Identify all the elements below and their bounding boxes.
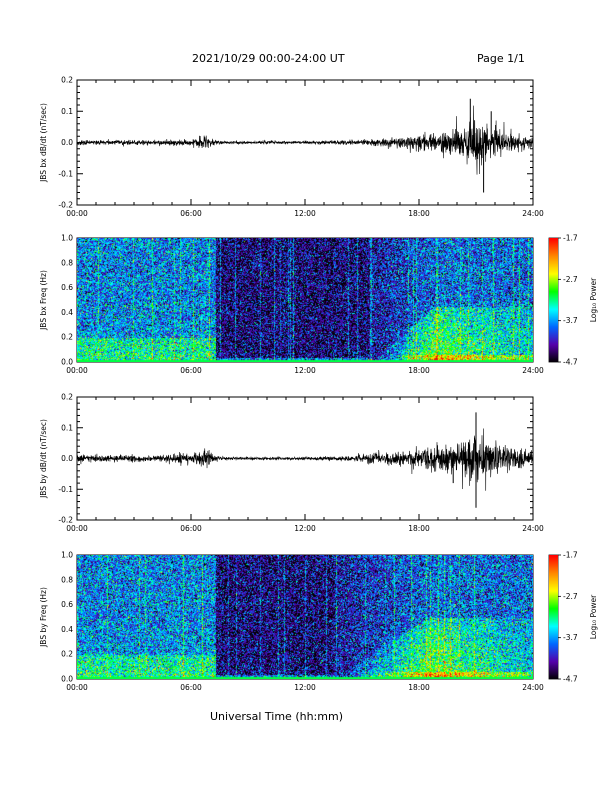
y-tick-label: 0.2	[61, 393, 73, 402]
x-tick-label: 24:00	[522, 366, 544, 375]
x-tick-label: 06:00	[180, 524, 202, 533]
dbdt-trace	[76, 428, 534, 491]
y-tick-label: 0.1	[61, 107, 73, 116]
x-tick-label: 06:00	[180, 366, 202, 375]
colorbar-tick-label: -4.7	[563, 675, 578, 684]
panel-2-axes: 00:00 06:00 12:00 18:00 24:00 0.2 0.1 0.0 -0.1 -0…	[39, 393, 544, 534]
x-tick-label: 12:00	[294, 366, 316, 375]
y-tick-label: 0.0	[61, 675, 73, 684]
x-tick-label: 24:00	[522, 209, 544, 218]
x-tick-label: 06:00	[180, 209, 202, 218]
y-tick-label: 0.6	[61, 283, 73, 292]
colorbar-tick-label: -1.7	[563, 234, 578, 243]
colorbar	[549, 555, 558, 679]
y-tick-label: -0.2	[58, 201, 73, 210]
page-indicator: Page 1/1	[477, 52, 525, 65]
colorbar-tick-label: -3.7	[563, 316, 578, 325]
colorbar-tick-label: -2.7	[563, 592, 578, 601]
y-tick-label: 0.4	[61, 308, 73, 317]
y-tick-label: 1.0	[61, 234, 73, 243]
y-tick-label: 0.0	[61, 138, 73, 147]
colorbar-tick-label: -2.7	[563, 275, 578, 284]
x-tick-label: 12:00	[294, 683, 316, 692]
x-tick-label: 18:00	[408, 209, 430, 218]
x-tick-label: 24:00	[522, 524, 544, 533]
y-tick-label: 1.0	[61, 551, 73, 560]
x-tick-label: 06:00	[180, 683, 202, 692]
x-tick-label: 12:00	[294, 524, 316, 533]
colorbar-tick-label: -4.7	[563, 358, 578, 367]
date-range-title: 2021/10/29 00:00-24:00 UT	[192, 52, 345, 65]
panel-0-axes: 00:00 06:00 12:00 18:00 24:00 0.2 0.1 0.0 -0.1 -0…	[39, 76, 544, 219]
x-tick-label: 18:00	[408, 366, 430, 375]
y-axis-label: JBS bx Freq (Hz)	[39, 270, 48, 331]
x-tick-label: 00:00	[66, 683, 88, 692]
colorbar	[549, 238, 558, 362]
x-tick-label: 12:00	[294, 209, 316, 218]
y-tick-label: 0.2	[61, 76, 73, 85]
series-group	[76, 412, 534, 508]
y-tick-label: -0.1	[58, 485, 73, 494]
y-axis-label: JBS bx dB/dt (nT/sec)	[39, 103, 48, 183]
y-axis-label: JBS by Freq (Hz)	[39, 587, 48, 648]
y-tick-label: 0.0	[61, 358, 73, 367]
y-tick-label: -0.1	[58, 169, 73, 178]
y-tick-label: 0.8	[61, 258, 73, 267]
x-tick-label: 00:00	[66, 209, 88, 218]
colorbar-label: Log₁₀ Power	[589, 594, 598, 639]
colorbar-label: Log₁₀ Power	[589, 277, 598, 322]
y-axis-label: JBS by dB/dt (nT/sec)	[39, 419, 48, 499]
colorbar-tick-label: -1.7	[563, 551, 578, 560]
x-tick-label: 18:00	[408, 683, 430, 692]
x-tick-label: 00:00	[66, 524, 88, 533]
y-tick-label: 0.2	[61, 650, 73, 659]
colorbar-tick-label: -3.7	[563, 633, 578, 642]
spectrogram-heatmap	[77, 238, 533, 362]
y-tick-label: 0.4	[61, 625, 73, 634]
dbdt-trace	[76, 105, 534, 175]
spectrogram-heatmap	[77, 555, 533, 679]
y-tick-label: 0.0	[61, 454, 73, 463]
x-tick-label: 00:00	[66, 366, 88, 375]
x-tick-label: 18:00	[408, 524, 430, 533]
x-axis-title: Universal Time (hh:mm)	[210, 710, 343, 723]
y-tick-label: 0.1	[61, 423, 73, 432]
y-tick-label: 0.2	[61, 333, 73, 342]
x-tick-label: 24:00	[522, 683, 544, 692]
series-group	[76, 98, 534, 193]
y-tick-label: 0.8	[61, 575, 73, 584]
y-tick-label: -0.2	[58, 516, 73, 525]
y-tick-label: 0.6	[61, 600, 73, 609]
